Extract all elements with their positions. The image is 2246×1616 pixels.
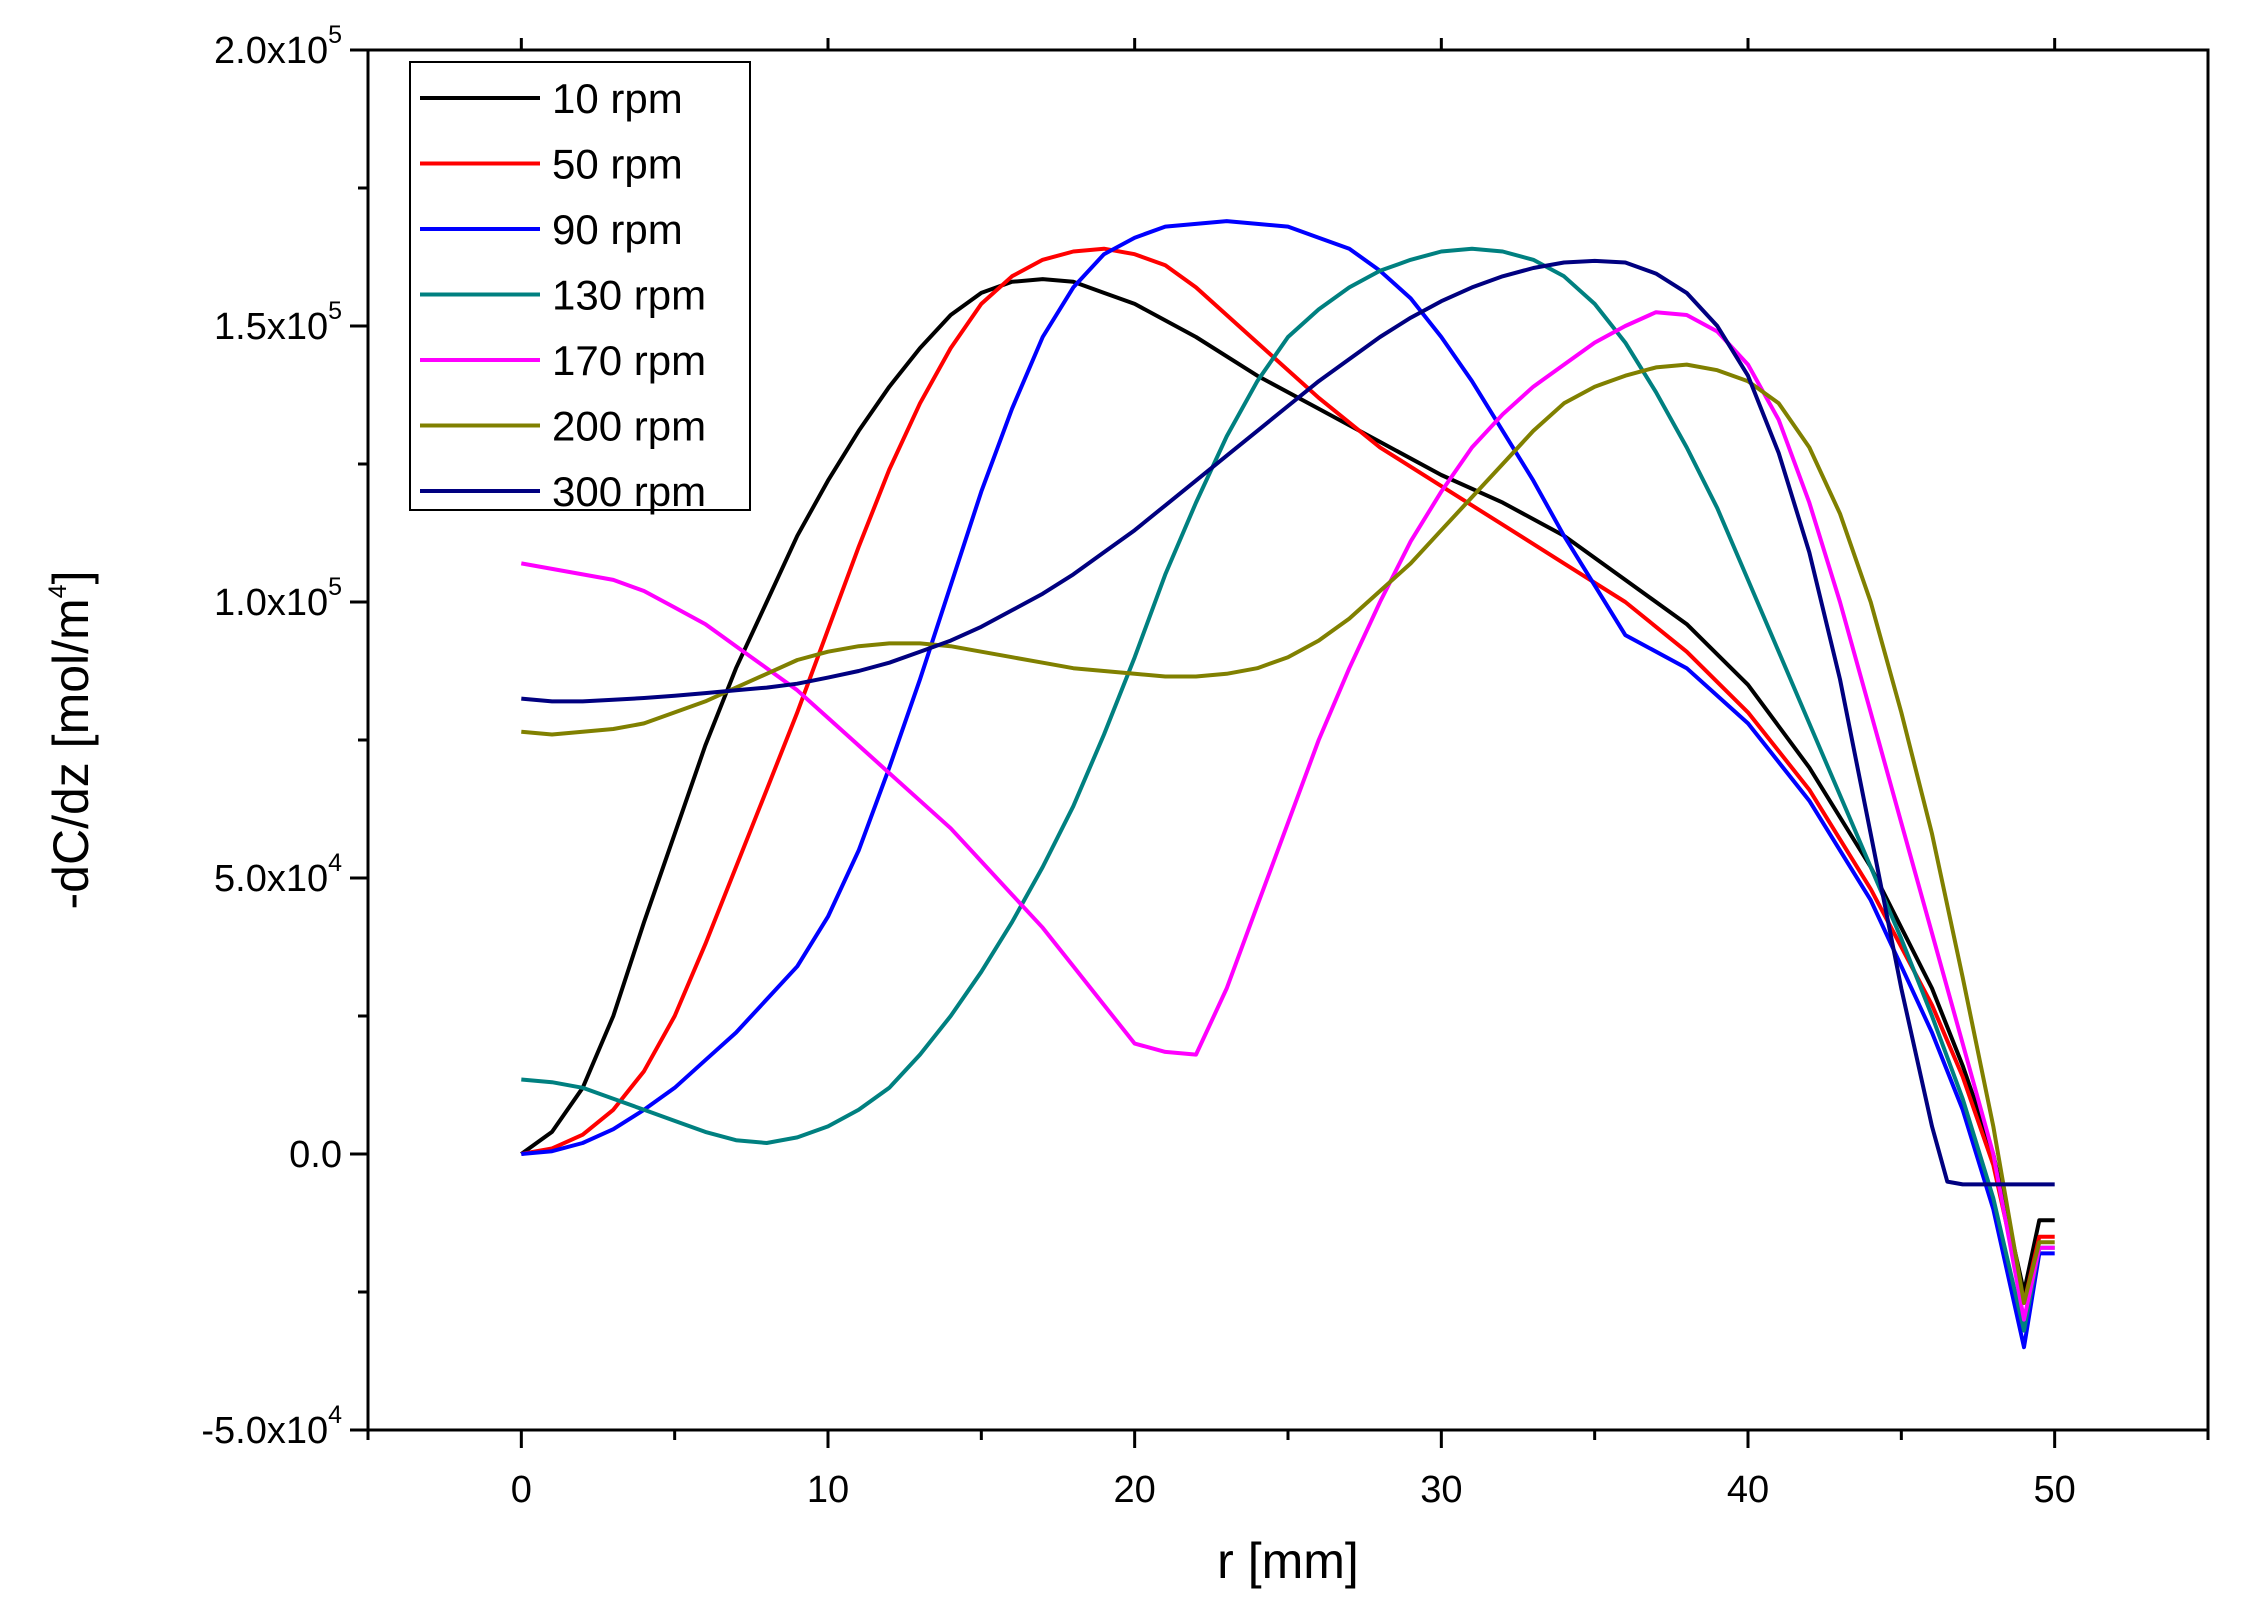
x-tick-label: 50 (2034, 1469, 2076, 1511)
x-tick-label: 30 (1420, 1469, 1462, 1511)
x-tick-label: 40 (1727, 1469, 1769, 1511)
y-tick-label: 1.0x105 (214, 573, 342, 624)
legend-label-170-rpm: 170 rpm (552, 337, 706, 384)
legend-label-300-rpm: 300 rpm (552, 468, 706, 515)
legend-label-130-rpm: 130 rpm (552, 272, 706, 319)
series-line-50-rpm (520, 246, 2055, 1305)
series-line-300-rpm (521, 258, 2055, 1187)
legend-label-10-rpm: 10 rpm (552, 75, 683, 122)
legend-label-50-rpm: 50 rpm (552, 141, 683, 188)
y-axis-title-close: ] (43, 571, 99, 585)
x-axis-title: r [mm] (1217, 1533, 1359, 1589)
axis-layer: 0 10 20 30 40 50 -5.0x104 0.0 5.0x104 1.0x105 1.5x… (201, 21, 2210, 1511)
y-axis-title-main: -dC/dz [mol/m (43, 598, 99, 909)
y-tick-label: 5.0x104 (214, 849, 342, 900)
y-axis-title-exponent: 4 (44, 584, 72, 598)
series-layer (520, 219, 2055, 1350)
series-line-170-rpm (520, 310, 2055, 1322)
series-line-130-rpm (521, 246, 2055, 1333)
series-line-10-rpm (520, 277, 2055, 1294)
y-tick-label: 1.5x105 (214, 297, 342, 348)
y-axis-title: -dC/dz [mol/m4] (43, 571, 99, 910)
y-tick-label: -5.0x104 (201, 1401, 342, 1452)
legend: 10 rpm 50 rpm 90 rpm 130 rpm 170 rpm 200 rpm 3… (409, 61, 751, 515)
series-line-200-rpm (521, 362, 2055, 1305)
series-line-90-rpm (521, 219, 2055, 1350)
legend-entries: 10 rpm 50 rpm 90 rpm 130 rpm 170 rpm 200 rpm 3… (420, 75, 706, 515)
x-tick-label: 20 (1114, 1469, 1156, 1511)
x-tick-label: 10 (807, 1469, 849, 1511)
y-tick-label: 2.0x105 (214, 21, 342, 72)
legend-label-90-rpm: 90 rpm (552, 206, 683, 253)
x-tick-label: 0 (511, 1469, 532, 1511)
legend-box (409, 61, 751, 511)
legend-label-200-rpm: 200 rpm (552, 403, 706, 450)
y-tick-label: 0.0 (289, 1134, 342, 1176)
